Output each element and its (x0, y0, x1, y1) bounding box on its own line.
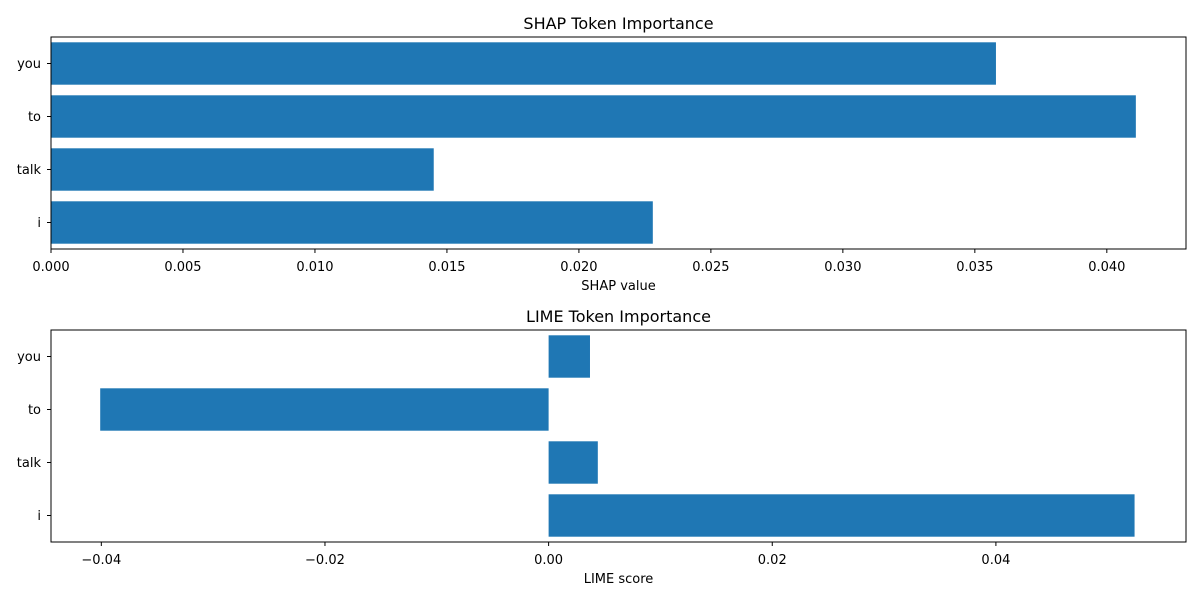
x-tick-label: 0.005 (164, 260, 201, 275)
x-tick-label: 0.040 (1088, 260, 1125, 275)
x-tick-label: 0.02 (758, 553, 787, 568)
bar-talk (51, 148, 434, 191)
x-tick-label: 0.015 (428, 260, 465, 275)
chart-panel-2: you to talk i −0.04 −0.02 0.00 0.02 0.04 LIME Tok… (17, 307, 1187, 587)
bar-to (51, 95, 1136, 138)
x-tick-label: −0.04 (81, 553, 121, 568)
x-axis-label: SHAP value (581, 279, 655, 294)
bar-talk (548, 441, 598, 484)
x-tick-label: 0.025 (692, 260, 729, 275)
chart-panel-1: you to talk i 0.000 0.005 0.010 0.015 0.020 0.025… (17, 14, 1187, 294)
y-tick-label-i: i (37, 216, 41, 231)
y-tick-label-i: i (37, 509, 41, 524)
x-tick-label: 0.035 (956, 260, 993, 275)
y-tick-label-talk: talk (17, 163, 42, 178)
x-tick-label: 0.020 (560, 260, 597, 275)
x-axis-label: LIME score (584, 572, 654, 587)
bar-i (51, 201, 653, 244)
y-tick-label-to: to (28, 110, 41, 125)
bar-to (100, 388, 549, 431)
chart-title: LIME Token Importance (526, 307, 711, 326)
x-tick-label: 0.030 (824, 260, 861, 275)
x-tick-label: 0.000 (32, 260, 69, 275)
y-tick-label-you: you (17, 57, 41, 72)
y-tick-label-to: to (28, 403, 41, 418)
y-tick-label-talk: talk (17, 456, 42, 471)
axes-frame (50, 36, 1187, 250)
bar-you (51, 42, 996, 85)
x-tick-label: −0.02 (305, 553, 345, 568)
x-tick-label: 0.04 (981, 553, 1010, 568)
chart-title: SHAP Token Importance (523, 14, 713, 33)
x-tick-label: 0.00 (534, 553, 563, 568)
bar-i (548, 494, 1135, 537)
axes-frame (50, 329, 1187, 543)
y-tick-label-you: you (17, 350, 41, 365)
bar-you (548, 335, 590, 378)
x-tick-label: 0.010 (296, 260, 333, 275)
